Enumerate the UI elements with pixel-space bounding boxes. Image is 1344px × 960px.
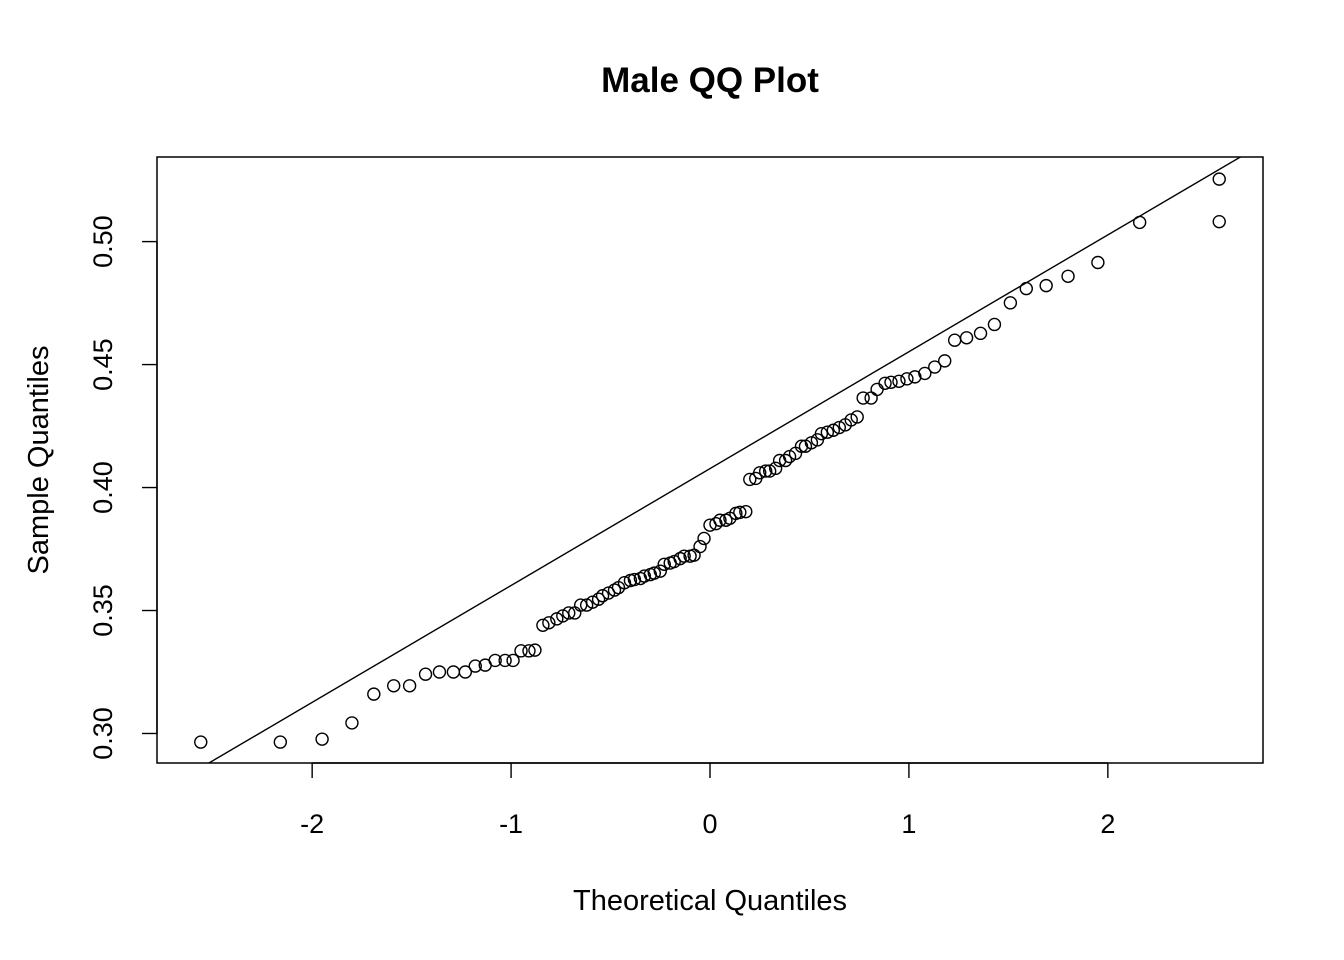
data-point [677, 549, 691, 563]
data-point [1019, 281, 1033, 296]
y-axis-label: Sample Quantiles [23, 346, 55, 575]
x-tick-label: -1 [499, 809, 523, 839]
data-point [753, 466, 767, 480]
data-point [514, 644, 528, 658]
data-point [693, 539, 707, 554]
data-point [947, 333, 962, 347]
data-point [778, 453, 793, 468]
data-point [579, 598, 594, 612]
data-point [826, 423, 841, 437]
data-point [528, 643, 542, 657]
data-point [536, 618, 550, 632]
data-point [591, 592, 606, 606]
data-point [709, 516, 723, 531]
data-point [739, 504, 753, 519]
x-tick-label: 2 [1100, 809, 1115, 839]
data-point [402, 679, 417, 693]
data-point [938, 354, 952, 368]
chart-title: Male QQ Plot [601, 61, 819, 100]
data-point [814, 426, 829, 441]
data-point [387, 679, 401, 693]
data-point [844, 413, 858, 427]
data-point [1091, 255, 1105, 270]
y-axis: 0.30 0.35 0.40 0.45 0.50 [88, 215, 158, 760]
data-point [1003, 296, 1018, 310]
data-point [1132, 215, 1147, 230]
data-point [418, 667, 433, 681]
plot-area [194, 157, 1242, 763]
data-point [850, 410, 864, 424]
data-point [743, 472, 757, 487]
data-point [273, 735, 288, 749]
x-tick-label: -2 [300, 809, 324, 839]
data-point [1061, 269, 1075, 283]
data-point [432, 665, 447, 679]
data-point [367, 687, 381, 701]
y-tick-label: 0.30 [88, 707, 118, 760]
data-point [820, 425, 835, 439]
y-tick-label: 0.50 [88, 215, 118, 268]
data-point [794, 439, 809, 453]
data-point [488, 653, 502, 668]
data-point [585, 595, 600, 609]
data-point [498, 653, 512, 668]
data-point [653, 564, 667, 578]
data-point [762, 464, 777, 478]
data-point [637, 569, 652, 583]
data-point [733, 505, 747, 520]
data-point [878, 376, 892, 390]
data-point [194, 735, 208, 749]
y-tick-label: 0.40 [88, 461, 118, 514]
data-point [345, 716, 359, 730]
y-tick-label: 0.45 [88, 338, 118, 391]
plot-frame [156, 156, 1264, 764]
data-point [542, 616, 556, 630]
reference-line [207, 157, 1242, 763]
x-tick-label: 1 [901, 809, 916, 839]
data-point [918, 366, 932, 381]
data-point [506, 653, 520, 668]
data-point [973, 326, 988, 341]
data-point [713, 513, 727, 527]
data-point [832, 420, 846, 435]
data-point [892, 374, 906, 388]
x-axis-label: Theoretical Quantiles [573, 885, 847, 917]
x-tick-label: 0 [702, 809, 717, 839]
data-point [1212, 172, 1226, 186]
data-point [908, 370, 922, 384]
data-point [928, 360, 942, 374]
data-point [959, 331, 974, 345]
data-point [446, 665, 461, 679]
data-point [522, 644, 536, 658]
data-point [627, 572, 642, 587]
data-point [657, 557, 671, 571]
data-point [647, 566, 662, 580]
data-point [1212, 214, 1226, 229]
data-point [870, 382, 884, 397]
data-point [884, 375, 898, 389]
data-point [458, 665, 473, 679]
data-point [804, 436, 819, 450]
data-point [856, 391, 870, 405]
data-point [900, 372, 914, 386]
data-point [617, 576, 632, 590]
data-point [768, 461, 783, 476]
data-point [468, 659, 482, 673]
x-axis: -2 -1 0 1 2 [300, 762, 1115, 839]
data-point [315, 732, 329, 746]
data-point [864, 391, 878, 405]
data-point [550, 612, 564, 626]
y-tick-label: 0.35 [88, 584, 118, 637]
data-point [697, 531, 711, 546]
data-point [1039, 278, 1053, 293]
data-point [758, 464, 773, 478]
data-point [595, 589, 610, 603]
data-point [562, 606, 576, 620]
data-point [987, 317, 1002, 332]
